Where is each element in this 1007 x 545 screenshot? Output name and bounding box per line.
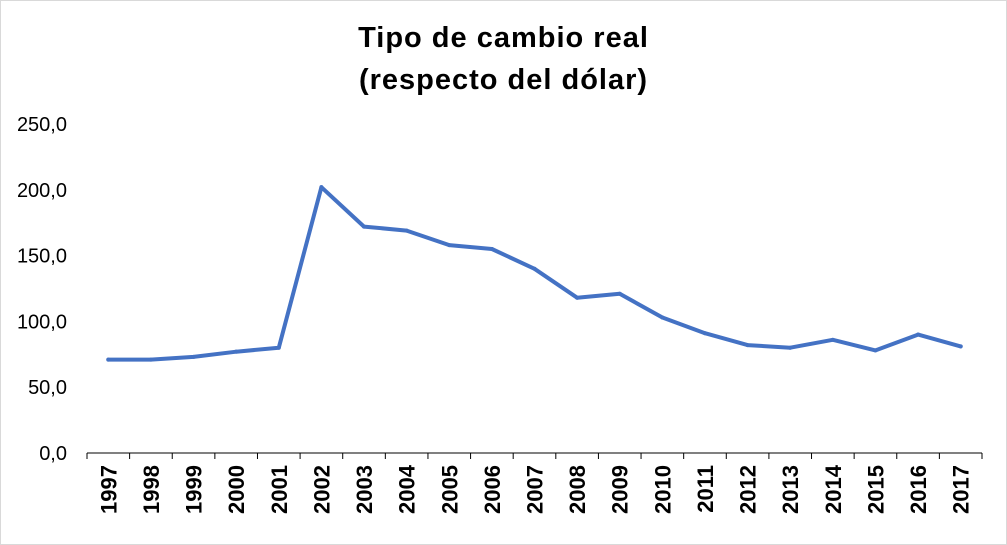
x-tick-label: 2015 bbox=[863, 465, 888, 514]
x-tick-label: 2004 bbox=[395, 464, 420, 514]
x-tick-label: 2008 bbox=[565, 465, 590, 514]
x-tick-label: 2016 bbox=[906, 465, 931, 514]
data-point bbox=[788, 345, 793, 350]
y-tick-label: 200,0 bbox=[17, 180, 67, 202]
data-point bbox=[191, 354, 196, 359]
data-point bbox=[745, 343, 750, 348]
data-point bbox=[873, 348, 878, 353]
data-point bbox=[362, 224, 367, 229]
chart-subtitle: (respecto del dólar) bbox=[358, 64, 649, 96]
x-tick-label: 2000 bbox=[224, 465, 249, 514]
data-point bbox=[319, 185, 324, 190]
x-tick-label: 2012 bbox=[736, 465, 761, 514]
x-tick-label: 2014 bbox=[821, 464, 846, 514]
data-point bbox=[532, 266, 537, 271]
x-tick-label: 1997 bbox=[96, 465, 121, 514]
y-tick-label: 250,0 bbox=[17, 114, 67, 136]
data-point bbox=[404, 228, 409, 233]
y-tick-label: 150,0 bbox=[17, 246, 67, 268]
x-tick-label: 2003 bbox=[352, 465, 377, 514]
x-tick-label: 2005 bbox=[437, 465, 462, 514]
series-line bbox=[106, 185, 963, 362]
y-tick-label: 50,0 bbox=[28, 377, 67, 399]
x-tick-label: 2010 bbox=[650, 465, 675, 514]
data-point bbox=[276, 345, 281, 350]
data-point bbox=[958, 344, 963, 349]
x-tick-label: 2006 bbox=[480, 465, 505, 514]
chart-title: Tipo de cambio real bbox=[358, 22, 649, 54]
x-tick-label: 1998 bbox=[139, 465, 164, 514]
x-tick-label: 2002 bbox=[309, 465, 334, 514]
x-tick-label: 2013 bbox=[778, 465, 803, 514]
data-point bbox=[916, 332, 921, 337]
x-tick-label: 2009 bbox=[608, 465, 633, 514]
data-point bbox=[234, 349, 239, 354]
data-point bbox=[106, 357, 111, 362]
data-point bbox=[489, 247, 494, 252]
data-point bbox=[617, 291, 622, 296]
data-point bbox=[148, 357, 153, 362]
x-tick-label: 2007 bbox=[523, 465, 548, 514]
data-point bbox=[575, 295, 580, 300]
x-tick-label: 2011 bbox=[693, 465, 718, 513]
y-tick-label: 100,0 bbox=[17, 311, 67, 333]
x-tick-label: 2017 bbox=[949, 465, 974, 514]
x-tick-label: 1999 bbox=[182, 465, 207, 514]
data-point bbox=[660, 315, 665, 320]
data-point bbox=[830, 337, 835, 342]
data-point bbox=[447, 243, 452, 248]
y-tick-label: 0,0 bbox=[39, 443, 67, 465]
data-point bbox=[702, 331, 707, 336]
x-tick-label: 2001 bbox=[267, 465, 292, 514]
